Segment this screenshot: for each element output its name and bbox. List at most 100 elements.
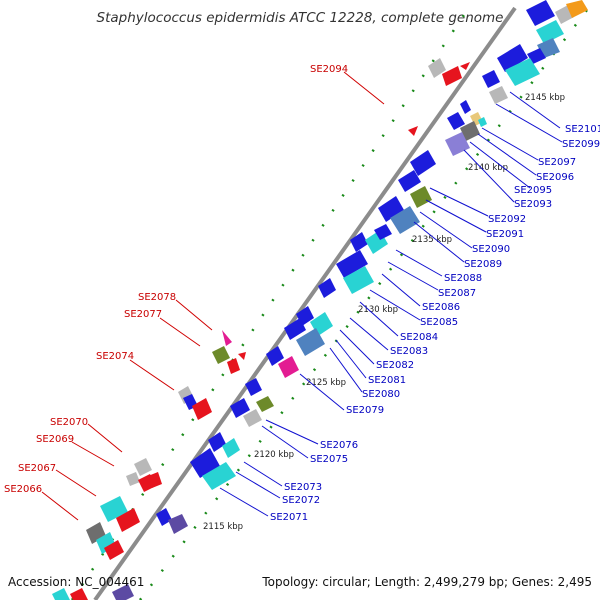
gene-feature[interactable] — [202, 462, 236, 490]
outer-tick-track — [70, 5, 472, 600]
gene-feature[interactable] — [445, 132, 470, 156]
kbp-label: 2120 kbp — [254, 450, 294, 460]
gene-feature[interactable] — [266, 346, 284, 366]
gene-feature[interactable] — [296, 306, 314, 326]
kbp-label: 2140 kbp — [468, 163, 508, 173]
gene-feature[interactable] — [408, 126, 418, 136]
gene-feature[interactable] — [442, 66, 462, 86]
gene-feature[interactable] — [70, 588, 88, 600]
gene-label[interactable]: SE2069 — [36, 434, 74, 445]
gene-label[interactable]: SE2095 — [514, 185, 552, 196]
gene-feature[interactable] — [489, 86, 508, 104]
gene-label[interactable]: SE2099 — [562, 139, 600, 150]
gene-feature[interactable] — [104, 540, 124, 560]
kbp-label: 2115 kbp — [203, 522, 243, 532]
gene-label[interactable]: SE2070 — [50, 417, 88, 428]
gene-feature[interactable] — [227, 358, 240, 374]
gene-feature[interactable] — [398, 170, 421, 192]
gene-feature[interactable] — [222, 330, 232, 346]
gene-label[interactable]: SE2087 — [438, 288, 476, 299]
gene-label[interactable]: SE2082 — [376, 360, 414, 371]
genome-stats: Topology: circular; Length: 2,499,279 bp… — [261, 575, 592, 589]
gene-feature[interactable] — [526, 0, 555, 26]
gene-label[interactable]: SE2092 — [488, 214, 526, 225]
gene-label[interactable]: SE2074 — [96, 351, 134, 362]
gene-feature[interactable] — [527, 48, 546, 64]
gene-feature[interactable] — [296, 328, 325, 356]
gene-label[interactable]: SE2086 — [422, 302, 460, 313]
kbp-label: 2145 kbp — [525, 93, 565, 103]
gene-feature[interactable] — [192, 398, 212, 420]
inner-tick-track — [139, 5, 591, 600]
gene-feature[interactable] — [278, 356, 299, 378]
gene-feature[interactable] — [460, 100, 471, 114]
gene-feature[interactable] — [52, 588, 70, 600]
gene-feature[interactable] — [256, 396, 274, 412]
gene-feature[interactable] — [168, 514, 188, 534]
gene-feature[interactable] — [284, 318, 306, 340]
gene-label[interactable]: SE2094 — [310, 64, 348, 75]
gene-label[interactable]: SE2097 — [538, 157, 576, 168]
right-label-leaders — [219, 91, 563, 517]
gene-feature[interactable] — [245, 378, 262, 396]
gene-label[interactable]: SE2071 — [270, 512, 308, 523]
gene-label[interactable]: SE2091 — [486, 229, 524, 240]
gene-feature[interactable] — [482, 70, 500, 88]
gene-label[interactable]: SE2076 — [320, 440, 358, 451]
gene-label[interactable]: SE2079 — [346, 405, 384, 416]
gene-label[interactable]: SE2073 — [284, 482, 322, 493]
gene-label[interactable]: SE2084 — [400, 332, 438, 343]
gene-label[interactable]: SE2096 — [536, 172, 574, 183]
gene-feature[interactable] — [505, 58, 540, 86]
gene-feature[interactable] — [428, 58, 446, 78]
left-labels: SE2094 SE2078 SE2077 SE2074 SE2070 SE206… — [4, 64, 348, 495]
gene-feature[interactable] — [336, 250, 368, 278]
gene-feature[interactable] — [447, 112, 465, 130]
kbp-label: 2130 kbp — [358, 305, 398, 315]
gene-feature[interactable] — [350, 232, 368, 252]
gene-feature[interactable] — [318, 278, 336, 298]
gene-feature[interactable] — [116, 508, 140, 532]
reverse-strand-features — [52, 58, 470, 600]
gene-feature[interactable] — [156, 508, 172, 526]
gene-feature[interactable] — [536, 20, 564, 44]
gene-feature[interactable] — [208, 432, 226, 452]
gene-feature[interactable] — [497, 44, 528, 72]
gene-feature[interactable] — [374, 224, 392, 240]
gene-feature[interactable] — [460, 62, 470, 70]
gene-label[interactable]: SE2072 — [282, 495, 320, 506]
gene-feature[interactable] — [148, 472, 162, 488]
gene-feature[interactable] — [343, 266, 374, 294]
gene-label[interactable]: SE2101 — [565, 124, 600, 135]
gene-label[interactable]: SE2089 — [464, 259, 502, 270]
gene-feature[interactable] — [212, 346, 230, 364]
gene-feature[interactable] — [112, 584, 134, 600]
gene-label[interactable]: SE2080 — [362, 389, 400, 400]
gene-label[interactable]: SE2066 — [4, 484, 42, 495]
gene-label[interactable]: SE2075 — [310, 454, 348, 465]
gene-label[interactable]: SE2067 — [18, 463, 56, 474]
gene-feature[interactable] — [238, 352, 246, 360]
gene-label[interactable]: SE2078 — [138, 292, 176, 303]
gene-feature[interactable] — [222, 438, 240, 458]
gene-feature[interactable] — [566, 0, 588, 18]
gene-label[interactable]: SE2077 — [124, 309, 162, 320]
gene-feature[interactable] — [478, 117, 487, 127]
gene-feature[interactable] — [243, 409, 262, 427]
gene-feature[interactable] — [230, 398, 250, 418]
gene-label[interactable]: SE2090 — [472, 244, 510, 255]
genome-backbone — [93, 6, 517, 600]
gene-feature[interactable] — [378, 196, 404, 222]
gene-label[interactable]: SE2085 — [420, 317, 458, 328]
gene-feature[interactable] — [410, 186, 432, 208]
gene-label[interactable]: SE2088 — [444, 273, 482, 284]
gene-label[interactable]: SE2081 — [368, 375, 406, 386]
gene-label[interactable]: SE2093 — [514, 199, 552, 210]
gene-feature[interactable] — [126, 472, 140, 486]
gene-label[interactable]: SE2083 — [390, 346, 428, 357]
gene-feature[interactable] — [410, 150, 436, 176]
gene-feature[interactable] — [460, 121, 480, 141]
gene-feature[interactable] — [390, 206, 420, 234]
gene-feature[interactable] — [134, 458, 152, 476]
